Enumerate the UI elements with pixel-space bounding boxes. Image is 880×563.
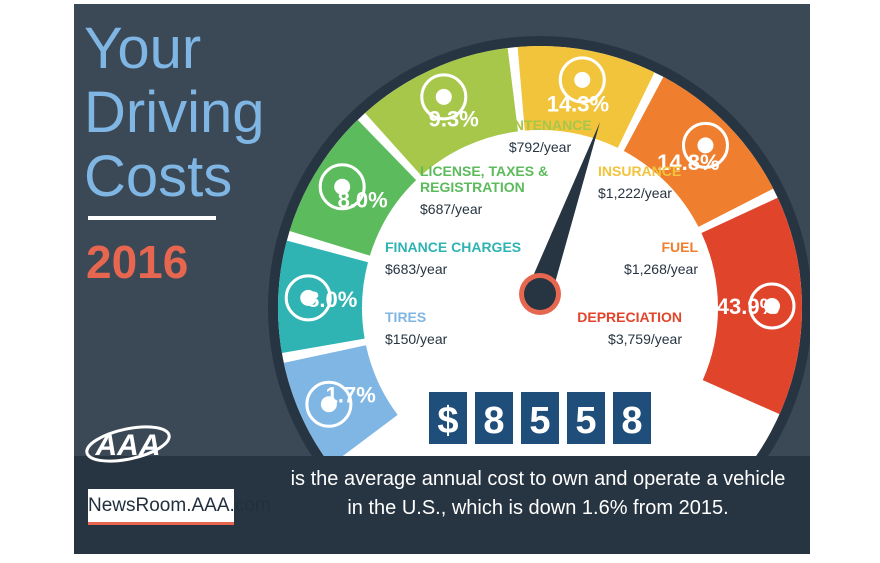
odometer-digit-box	[521, 392, 559, 444]
slice-maintenance	[365, 48, 518, 176]
caption-line-2: in the U.S., which is down 1.6% from 201…	[347, 497, 728, 519]
fuel-pump-icon	[681, 121, 729, 169]
title-line-1: Your	[84, 16, 201, 81]
garage-icon	[558, 56, 606, 104]
slice-tires	[283, 345, 398, 466]
slice-finance-charges	[277, 240, 368, 354]
slice-cost-tires: $150/year	[385, 331, 448, 347]
odometer-digit: 8	[483, 400, 504, 442]
slice-percent-tires: 1.7%	[326, 382, 376, 407]
slice-percent-insurance: 14.3%	[547, 91, 609, 116]
slice-category-finance-charges: FINANCE CHARGES	[385, 239, 521, 255]
odometer-digit: 8	[621, 400, 642, 442]
slice-percent-fuel: 14.8%	[657, 150, 719, 175]
odometer-digit-box	[613, 392, 651, 444]
tools-icon	[420, 73, 468, 121]
slice-cost-maintenance: $792/year	[509, 139, 572, 155]
odometer-digit-box	[567, 392, 605, 444]
slice-depreciation	[701, 197, 802, 415]
slice-insurance	[517, 46, 655, 148]
odometer-digit-box	[475, 392, 513, 444]
slice-category-license-taxes-registration: REGISTRATION	[420, 179, 525, 195]
aaa-logo: AAA	[85, 425, 171, 463]
slice-fuel	[623, 76, 774, 227]
slice-labels: TIRES $150/year FINANCE CHARGES $683/year LI…	[385, 117, 698, 347]
aaa-logo-text: AAA	[95, 429, 161, 462]
odometer-digit: 5	[575, 400, 596, 442]
tire-icon	[305, 380, 353, 428]
total-cost-odometer: $8 5 5 8	[429, 392, 651, 444]
slice-cost-insurance: $1,222/year	[598, 185, 672, 201]
slice-percent-maintenance: 9.3%	[429, 107, 479, 132]
title-line-3: Costs	[84, 144, 232, 209]
slice-license-taxes-registration	[289, 119, 417, 256]
title-divider	[88, 216, 216, 220]
slice-percent-license-taxes-registration: 8.0%	[338, 187, 388, 212]
odometer-digit-box	[429, 392, 467, 444]
cash-icon	[284, 274, 332, 322]
slice-cost-fuel: $1,268/year	[624, 261, 698, 277]
slice-cost-depreciation: $3,759/year	[608, 331, 682, 347]
slice-category-insurance: INSURANCE	[598, 163, 681, 179]
slice-category-depreciation: DEPRECIATION	[577, 309, 682, 325]
gauge-slices: 1.7% 8.0% 8.0% 9.3% 14.3% 14.8% 43.9%	[277, 46, 802, 466]
newsroom-url[interactable]: NewsRoom.AAA.com	[88, 489, 271, 525]
slice-category-tires: TIRES	[385, 309, 426, 325]
slice-cost-finance-charges: $683/year	[385, 261, 448, 277]
slice-percent-finance-charges: 8.0%	[307, 287, 357, 312]
odometer-digit: 5	[529, 400, 550, 442]
slice-category-license-taxes-registration: LICENSE, TAXES &	[420, 163, 548, 179]
document-icon	[318, 163, 366, 211]
slice-cost-license-taxes-registration: $687/year	[420, 201, 483, 217]
year-label: 2016	[86, 236, 188, 288]
slice-category-fuel: FUEL	[661, 239, 698, 255]
title-line-2: Driving	[84, 80, 265, 145]
gauge-needle	[519, 122, 600, 315]
car-price-icon	[748, 282, 796, 330]
caption-line-1: is the average annual cost to own and op…	[291, 468, 786, 490]
slice-category-maintenance: MAINTENANCE	[488, 117, 591, 133]
odometer-digit: $	[437, 400, 458, 442]
slice-percent-depreciation: 43.9%	[717, 294, 779, 319]
